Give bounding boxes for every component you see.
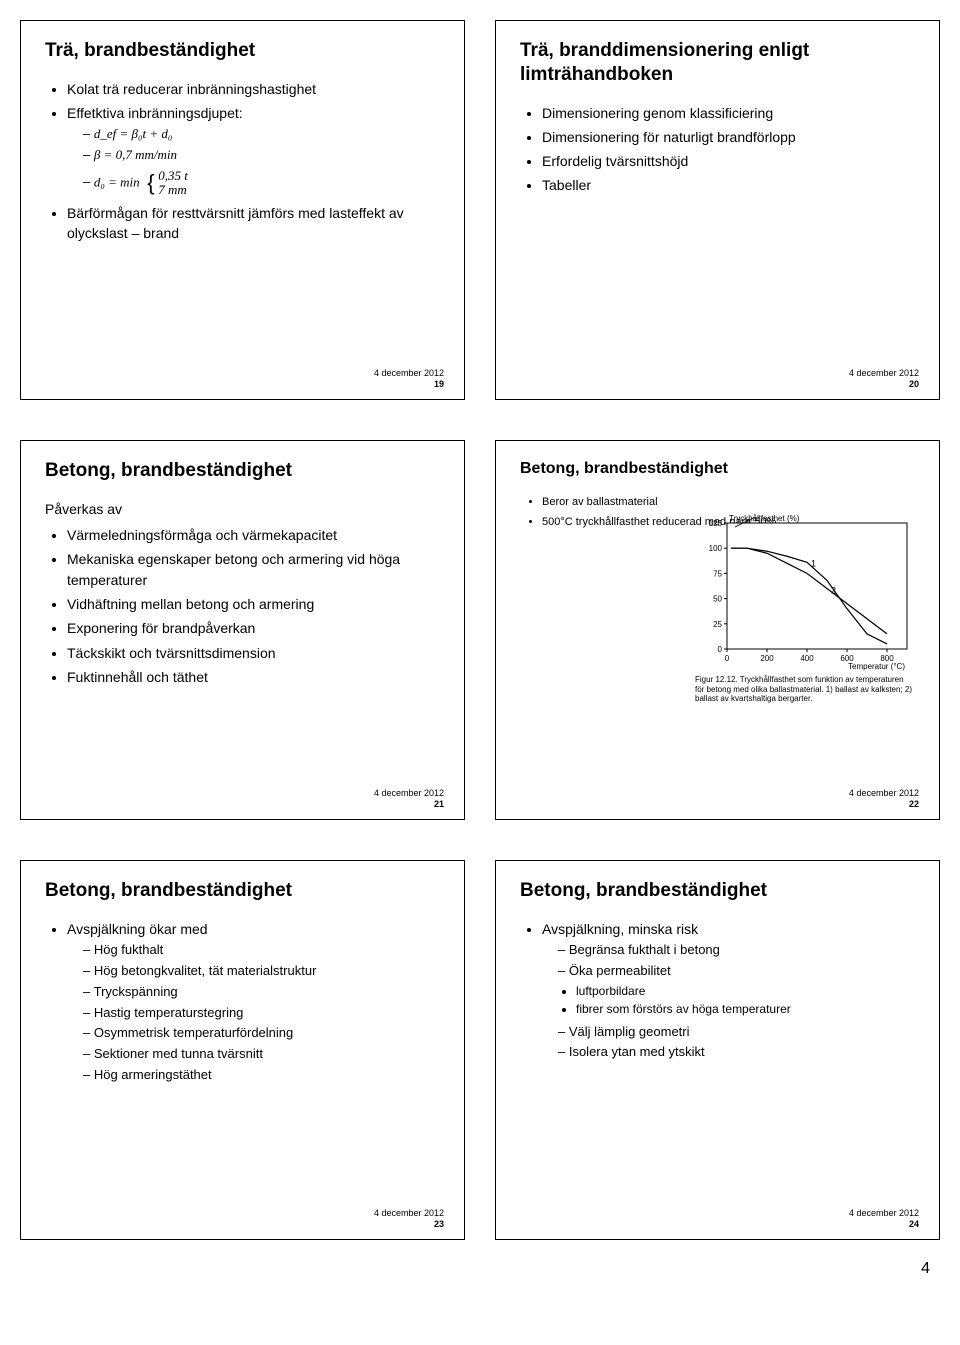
slide-body: Påverkas av Värmeledningsförmåga och vär… xyxy=(45,499,440,809)
slide-24: Betong, brandbeständighet Avspjälkning, … xyxy=(495,860,940,1240)
footer-date: 4 december 2012 xyxy=(849,1208,919,1220)
footer-date: 4 december 2012 xyxy=(374,1208,444,1220)
bullet: Effetktiva inbränningsdjupet: d_ef = β₀t… xyxy=(67,103,440,199)
equation: d₀ = min { 0,35 t 7 mm xyxy=(83,167,440,199)
svg-text:75: 75 xyxy=(713,569,722,578)
bullet: Bärförmågan för resttvärsnitt jämförs me… xyxy=(67,203,440,244)
footer-num: 20 xyxy=(849,379,919,391)
bullet: Dimensionering för naturligt brandförlop… xyxy=(542,127,915,147)
sub: Hög betongkvalitet, tät materialstruktur xyxy=(83,962,440,981)
slide-21: Betong, brandbeständighet Påverkas av Vä… xyxy=(20,440,465,820)
slide-body: Avspjälkning ökar med Hög fukthalt Hög b… xyxy=(45,919,440,1229)
sub: Sektioner med tunna tvärsnitt xyxy=(83,1045,440,1064)
sub: Hög fukthalt xyxy=(83,941,440,960)
slide-footer: 4 december 2012 22 xyxy=(849,788,919,811)
page-number: 4 xyxy=(20,1260,940,1278)
sub-text: Öka permeabilitet xyxy=(569,963,671,978)
subsub: luftporbildare xyxy=(576,983,915,1000)
eq: 0,35 t xyxy=(158,168,188,183)
svg-text:Temperatur (°C): Temperatur (°C) xyxy=(848,662,905,671)
slide-19: Trä, brandbeständighet Kolat trä reducer… xyxy=(20,20,465,400)
sub: Hög armeringstäthet xyxy=(83,1066,440,1085)
eq: d₀ = min xyxy=(94,174,140,189)
chart-caption: Figur 12.12. Tryckhållfasthet som funkti… xyxy=(695,675,915,704)
svg-text:400: 400 xyxy=(800,654,814,663)
sub: Öka permeabilitet luftporbildare fibrer … xyxy=(558,962,915,1019)
footer-num: 23 xyxy=(374,1219,444,1231)
bullet-text: Avspjälkning ökar med xyxy=(67,921,208,937)
eq: d_ef = β₀t + d₀ xyxy=(94,126,173,141)
slide-title: Betong, brandbeständighet xyxy=(45,459,440,483)
slide-title: Trä, brandbeständighet xyxy=(45,39,440,63)
footer-date: 4 december 2012 xyxy=(849,788,919,800)
sub: Tryckspänning xyxy=(83,983,440,1002)
slide-footer: 4 december 2012 20 xyxy=(849,368,919,391)
svg-text:125: 125 xyxy=(709,519,723,528)
equation: d_ef = β₀t + d₀ xyxy=(83,125,440,144)
bullet: Avspjälkning ökar med Hög fukthalt Hög b… xyxy=(67,919,440,1085)
svg-text:200: 200 xyxy=(760,654,774,663)
subsub: fibrer som förstörs av höga temperaturer xyxy=(576,1001,915,1018)
svg-text:1: 1 xyxy=(811,558,816,568)
sub: Begränsa fukthalt i betong xyxy=(558,941,915,960)
bullet: Erfordelig tvärsnittshöjd xyxy=(542,151,915,171)
slide-title: Trä, branddimensionering enligt limträha… xyxy=(520,39,915,87)
sub: Osymmetrisk temperaturfördelning xyxy=(83,1024,440,1043)
bullet-text: Effetktiva inbränningsdjupet: xyxy=(67,105,243,121)
bullet: Beror av ballastmaterial xyxy=(542,495,915,511)
svg-text:50: 50 xyxy=(713,595,722,604)
slide-body: Beror av ballastmaterial 500°C tryckhåll… xyxy=(520,495,915,809)
footer-num: 22 xyxy=(849,799,919,811)
chart-svg: 02550751001250200400600800Temperatur (°C… xyxy=(695,511,915,671)
bullet: Fuktinnehåll och täthet xyxy=(67,667,440,687)
equation: β = 0,7 mm/min xyxy=(83,146,440,165)
slides-grid: Trä, brandbeständighet Kolat trä reducer… xyxy=(20,20,940,1240)
bullet: Avspjälkning, minska risk Begränsa fukth… xyxy=(542,919,915,1062)
svg-text:2: 2 xyxy=(831,586,836,596)
sub: Hastig temperaturstegring xyxy=(83,1004,440,1023)
bullet: Kolat trä reducerar inbränningshastighet xyxy=(67,79,440,99)
svg-text:0: 0 xyxy=(718,645,723,654)
slide-title: Betong, brandbeständighet xyxy=(520,459,915,479)
footer-date: 4 december 2012 xyxy=(374,788,444,800)
svg-text:0: 0 xyxy=(725,654,730,663)
slide-22: Betong, brandbeständighet Beror av balla… xyxy=(495,440,940,820)
footer-date: 4 december 2012 xyxy=(849,368,919,380)
svg-text:Tryckhållfasthet (%): Tryckhållfasthet (%) xyxy=(729,514,800,523)
slide-body: Avspjälkning, minska risk Begränsa fukth… xyxy=(520,919,915,1229)
sub: Isolera ytan med ytskikt xyxy=(558,1043,915,1062)
footer-date: 4 december 2012 xyxy=(374,368,444,380)
sub: Välj lämplig geometri xyxy=(558,1023,915,1042)
bullet: Exponering för brandpåverkan xyxy=(67,618,440,638)
slide-body: Dimensionering genom klassificiering Dim… xyxy=(520,103,915,390)
slide-title: Betong, brandbeständighet xyxy=(520,879,915,903)
footer-num: 19 xyxy=(374,379,444,391)
eq: 7 mm xyxy=(158,182,187,197)
bullet: Vidhäftning mellan betong och armering xyxy=(67,594,440,614)
slide-footer: 4 december 2012 21 xyxy=(374,788,444,811)
svg-text:100: 100 xyxy=(709,544,723,553)
slide-footer: 4 december 2012 24 xyxy=(849,1208,919,1231)
intro: Påverkas av xyxy=(45,499,440,519)
bullet: Dimensionering genom klassificiering xyxy=(542,103,915,123)
bullet: Mekaniska egenskaper betong och armering… xyxy=(67,549,440,590)
eq: β = 0,7 mm/min xyxy=(94,147,177,162)
footer-num: 21 xyxy=(374,799,444,811)
bullet: Värmeledningsförmåga och värmekapacitet xyxy=(67,525,440,545)
bullet: Tabeller xyxy=(542,175,915,195)
bullet-text: Avspjälkning, minska risk xyxy=(542,921,698,937)
slide-body: Kolat trä reducerar inbränningshastighet… xyxy=(45,79,440,389)
slide-20: Trä, branddimensionering enligt limträha… xyxy=(495,20,940,400)
chart: 02550751001250200400600800Temperatur (°C… xyxy=(695,511,915,704)
footer-num: 24 xyxy=(849,1219,919,1231)
slide-23: Betong, brandbeständighet Avspjälkning ö… xyxy=(20,860,465,1240)
slide-footer: 4 december 2012 19 xyxy=(374,368,444,391)
slide-footer: 4 december 2012 23 xyxy=(374,1208,444,1231)
bullet: Täckskikt och tvärsnittsdimension xyxy=(67,643,440,663)
slide-title: Betong, brandbeständighet xyxy=(45,879,440,903)
svg-text:25: 25 xyxy=(713,620,722,629)
